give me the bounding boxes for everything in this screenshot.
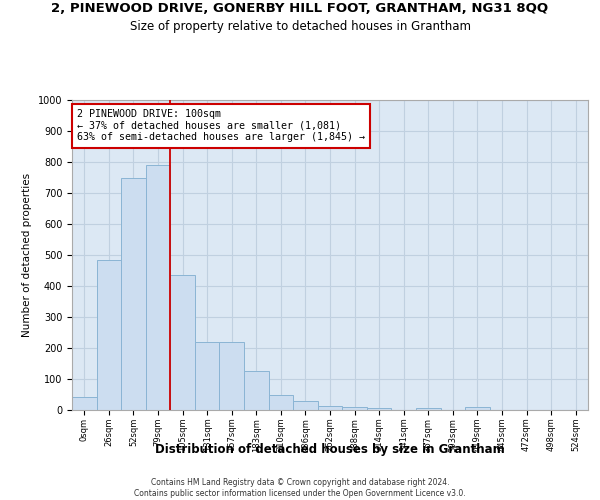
Text: Size of property relative to detached houses in Grantham: Size of property relative to detached ho…	[130, 20, 470, 33]
Text: Distribution of detached houses by size in Grantham: Distribution of detached houses by size …	[155, 442, 505, 456]
Bar	[121, 178, 146, 410]
Bar	[293, 402, 318, 410]
Bar	[72, 396, 97, 410]
Bar	[195, 342, 220, 410]
Bar	[244, 371, 269, 410]
Y-axis label: Number of detached properties: Number of detached properties	[22, 173, 32, 337]
Text: Contains HM Land Registry data © Crown copyright and database right 2024.
Contai: Contains HM Land Registry data © Crown c…	[134, 478, 466, 498]
Bar	[220, 342, 244, 410]
Bar	[367, 408, 391, 410]
Bar	[146, 165, 170, 410]
Bar	[170, 275, 195, 410]
Bar	[416, 408, 440, 410]
Bar	[318, 406, 342, 410]
Bar	[97, 260, 121, 410]
Bar	[269, 394, 293, 410]
Bar	[465, 407, 490, 410]
Bar	[342, 407, 367, 410]
Text: 2 PINEWOOD DRIVE: 100sqm
← 37% of detached houses are smaller (1,081)
63% of sem: 2 PINEWOOD DRIVE: 100sqm ← 37% of detach…	[77, 110, 365, 142]
Text: 2, PINEWOOD DRIVE, GONERBY HILL FOOT, GRANTHAM, NG31 8QQ: 2, PINEWOOD DRIVE, GONERBY HILL FOOT, GR…	[52, 2, 548, 16]
